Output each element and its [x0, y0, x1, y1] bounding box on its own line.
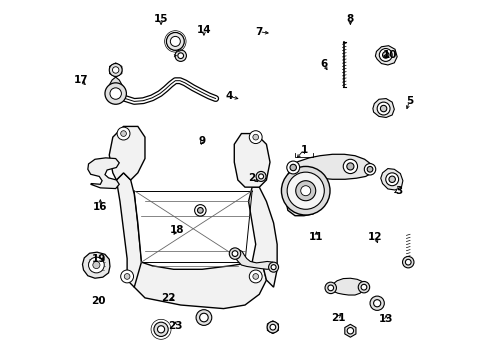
Text: 2: 2	[248, 173, 256, 183]
Text: 19: 19	[91, 253, 106, 264]
Text: 6: 6	[320, 59, 327, 69]
Circle shape	[364, 163, 376, 175]
Circle shape	[109, 64, 122, 76]
Circle shape	[253, 134, 259, 140]
Text: 1: 1	[300, 145, 308, 155]
Text: 7: 7	[256, 27, 263, 37]
Text: 9: 9	[198, 136, 206, 146]
Circle shape	[229, 248, 241, 259]
Circle shape	[370, 296, 384, 310]
Polygon shape	[88, 158, 119, 189]
Circle shape	[343, 159, 358, 174]
Polygon shape	[234, 134, 270, 187]
Circle shape	[386, 173, 398, 186]
Text: 11: 11	[309, 232, 324, 242]
Text: 18: 18	[170, 225, 184, 235]
Text: 16: 16	[93, 202, 108, 212]
Circle shape	[249, 131, 262, 144]
Polygon shape	[134, 262, 267, 309]
Circle shape	[379, 49, 392, 62]
Circle shape	[232, 251, 238, 256]
Text: 14: 14	[196, 25, 211, 35]
Polygon shape	[345, 324, 356, 337]
Text: 8: 8	[347, 14, 354, 24]
Circle shape	[347, 328, 354, 334]
Circle shape	[89, 257, 104, 273]
Polygon shape	[267, 321, 278, 334]
Circle shape	[113, 67, 119, 73]
Circle shape	[121, 131, 126, 136]
Circle shape	[347, 163, 354, 170]
Polygon shape	[330, 278, 365, 295]
Circle shape	[259, 174, 264, 179]
Text: 4: 4	[225, 91, 233, 101]
Circle shape	[325, 282, 337, 294]
Text: 12: 12	[368, 232, 383, 242]
Polygon shape	[373, 99, 394, 117]
Polygon shape	[286, 166, 323, 216]
Text: 22: 22	[161, 293, 175, 303]
Circle shape	[373, 300, 381, 307]
Circle shape	[405, 259, 411, 265]
Circle shape	[110, 88, 122, 99]
Text: 15: 15	[154, 14, 168, 24]
Circle shape	[269, 262, 279, 272]
Polygon shape	[109, 126, 145, 180]
Circle shape	[358, 282, 369, 293]
Polygon shape	[117, 173, 142, 287]
Circle shape	[171, 36, 180, 46]
Circle shape	[367, 166, 373, 172]
Polygon shape	[381, 168, 403, 190]
Circle shape	[287, 172, 324, 209]
Circle shape	[380, 105, 387, 112]
Text: 13: 13	[379, 314, 393, 324]
Circle shape	[270, 324, 276, 330]
Circle shape	[296, 181, 316, 201]
Circle shape	[383, 52, 389, 58]
Polygon shape	[375, 46, 397, 65]
Circle shape	[154, 322, 168, 337]
Polygon shape	[109, 77, 123, 94]
Text: 10: 10	[382, 50, 397, 60]
Text: 17: 17	[74, 75, 88, 85]
Polygon shape	[109, 63, 122, 77]
Circle shape	[93, 261, 100, 269]
Circle shape	[281, 166, 330, 215]
Circle shape	[301, 186, 311, 196]
Text: 20: 20	[91, 296, 106, 306]
Circle shape	[328, 285, 334, 291]
Circle shape	[361, 284, 367, 290]
Text: 23: 23	[168, 321, 183, 332]
Circle shape	[117, 127, 130, 140]
Circle shape	[121, 270, 134, 283]
Text: 3: 3	[395, 186, 402, 196]
Circle shape	[124, 274, 130, 279]
Circle shape	[195, 204, 206, 216]
Circle shape	[199, 313, 208, 322]
Circle shape	[402, 256, 414, 268]
Circle shape	[157, 326, 165, 333]
Text: 5: 5	[406, 96, 413, 107]
Circle shape	[253, 274, 259, 279]
Circle shape	[197, 207, 203, 213]
Circle shape	[389, 176, 395, 183]
Circle shape	[290, 164, 296, 171]
Circle shape	[175, 50, 186, 62]
Circle shape	[287, 161, 300, 174]
Circle shape	[196, 310, 212, 325]
Circle shape	[267, 321, 279, 333]
Circle shape	[105, 83, 126, 104]
Circle shape	[256, 171, 266, 181]
Circle shape	[178, 53, 184, 59]
Text: 21: 21	[331, 312, 345, 323]
Circle shape	[167, 32, 184, 50]
Polygon shape	[289, 154, 373, 179]
Circle shape	[271, 265, 276, 270]
Circle shape	[249, 270, 262, 283]
Polygon shape	[248, 187, 277, 287]
Circle shape	[377, 102, 390, 115]
Polygon shape	[235, 249, 274, 269]
Polygon shape	[82, 252, 110, 278]
